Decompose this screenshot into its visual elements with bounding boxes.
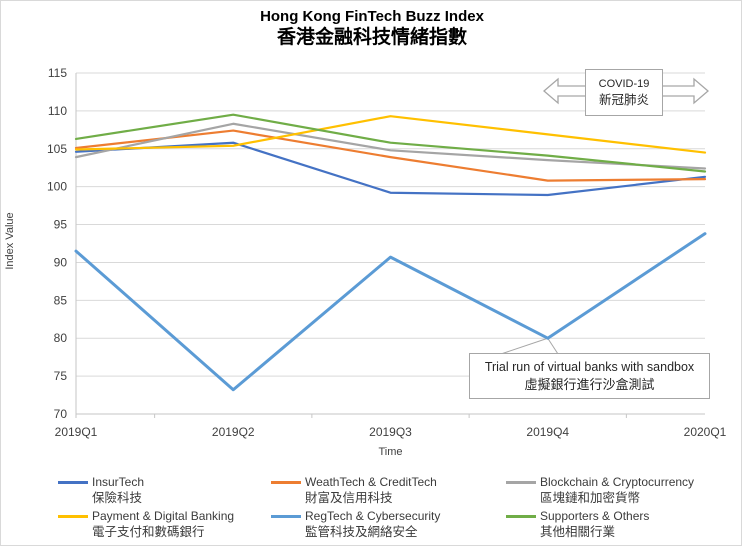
x-tick-label: 2019Q3 xyxy=(369,425,412,439)
legend-label: Payment & Digital Banking 電子支付和數碼銀行 xyxy=(92,508,234,541)
covid-annotation-box: COVID-19 新冠肺炎 xyxy=(585,69,663,116)
legend-item-weathtech-credittech: WeathTech & CreditTech 財富及信用科技 xyxy=(271,474,437,507)
legend-swatch-icon xyxy=(506,481,536,484)
y-tick-label: 90 xyxy=(54,255,68,269)
series-line-payment-digital-banking xyxy=(74,115,707,154)
y-tick-label: 95 xyxy=(54,218,68,232)
chart-title-block: Hong Kong FinTech Buzz Index 香港金融科技情緒指數 xyxy=(1,7,741,50)
legend-label-en: Blockchain & Cryptocurrency xyxy=(540,475,695,489)
series-line-blockchain-cryptocurrency xyxy=(74,122,707,170)
callout-leader-line xyxy=(500,337,548,355)
y-tick-label: 75 xyxy=(54,369,68,383)
legend-label-en: Payment & Digital Banking xyxy=(92,509,235,523)
y-tick-label: 100 xyxy=(47,180,67,194)
legend-swatch-icon xyxy=(271,515,301,518)
y-tick-label: 85 xyxy=(54,293,68,307)
legend-label-en: RegTech & Cybersecurity xyxy=(305,509,441,523)
legend-label: Blockchain & Cryptocurrency 區塊鏈和加密貨幣 xyxy=(540,474,694,507)
legend-item-insurtech: InsurTech 保險科技 xyxy=(58,474,144,507)
sandbox-callout-text-chinese: 虛擬銀行進行沙盒測試 xyxy=(524,377,655,392)
legend-label: Supporters & Others 其他相關行業 xyxy=(540,508,649,541)
legend-item-supporters-others: Supporters & Others 其他相關行業 xyxy=(506,508,649,541)
series-line-supporters-others xyxy=(74,113,707,173)
y-tick-label: 110 xyxy=(48,104,67,118)
series-line-regtech-cybersecurity xyxy=(74,232,707,392)
chart-title: Hong Kong FinTech Buzz Index xyxy=(260,8,484,25)
series-line-insurtech xyxy=(74,141,707,197)
legend-label-zh: 其他相關行業 xyxy=(540,525,616,539)
callout-leader-line xyxy=(547,337,559,355)
legend-label-zh: 監管科技及網絡安全 xyxy=(305,525,418,539)
legend-label: InsurTech 保險科技 xyxy=(92,474,144,507)
legend-item-payment-digital-banking: Payment & Digital Banking 電子支付和數碼銀行 xyxy=(58,508,234,541)
legend-swatch-icon xyxy=(271,481,301,484)
legend-swatch-icon xyxy=(58,481,88,484)
legend-swatch-icon xyxy=(58,515,88,518)
y-tick-label: 70 xyxy=(54,407,68,421)
legend-label-zh: 區塊鏈和加密貨幣 xyxy=(540,491,641,505)
x-tick-label: 2019Q1 xyxy=(55,425,98,439)
x-axis-title: Time xyxy=(378,446,403,458)
x-tick-label: 2019Q2 xyxy=(212,425,255,439)
legend-swatch-icon xyxy=(506,515,536,518)
legend-label-zh: 電子支付和數碼銀行 xyxy=(92,525,205,539)
y-tick-label: 80 xyxy=(54,331,68,345)
covid-annotation-text-chinese: 新冠肺炎 xyxy=(598,92,649,107)
legend-label-zh: 財富及信用科技 xyxy=(305,491,393,505)
sandbox-callout-text: Trial run of virtual banks with sandbox xyxy=(484,360,695,374)
legend-label: WeathTech & CreditTech 財富及信用科技 xyxy=(305,474,437,507)
legend-label: RegTech & Cybersecurity 監管科技及網絡安全 xyxy=(305,508,440,541)
series-line-weathtech-credittech xyxy=(74,129,707,182)
legend-label-zh: 保險科技 xyxy=(92,491,143,505)
y-tick-label: 105 xyxy=(47,142,67,156)
covid-annotation-text: COVID-19 xyxy=(598,77,650,90)
sandbox-callout-box: Trial run of virtual banks with sandbox … xyxy=(469,353,710,399)
legend-label-en: Supporters & Others xyxy=(540,509,650,523)
legend-item-regtech-cybersecurity: RegTech & Cybersecurity 監管科技及網絡安全 xyxy=(271,508,440,541)
y-tick-label: 115 xyxy=(48,66,67,80)
chart-title-chinese: 香港金融科技情緒指數 xyxy=(276,27,467,48)
legend-label-en: WeathTech & CreditTech xyxy=(305,475,437,489)
legend-item-blockchain-cryptocurrency: Blockchain & Cryptocurrency 區塊鏈和加密貨幣 xyxy=(506,474,694,507)
legend-label-en: InsurTech xyxy=(92,475,145,489)
x-tick-label: 2019Q4 xyxy=(526,425,569,439)
x-tick-label: 2020Q1 xyxy=(684,425,727,439)
